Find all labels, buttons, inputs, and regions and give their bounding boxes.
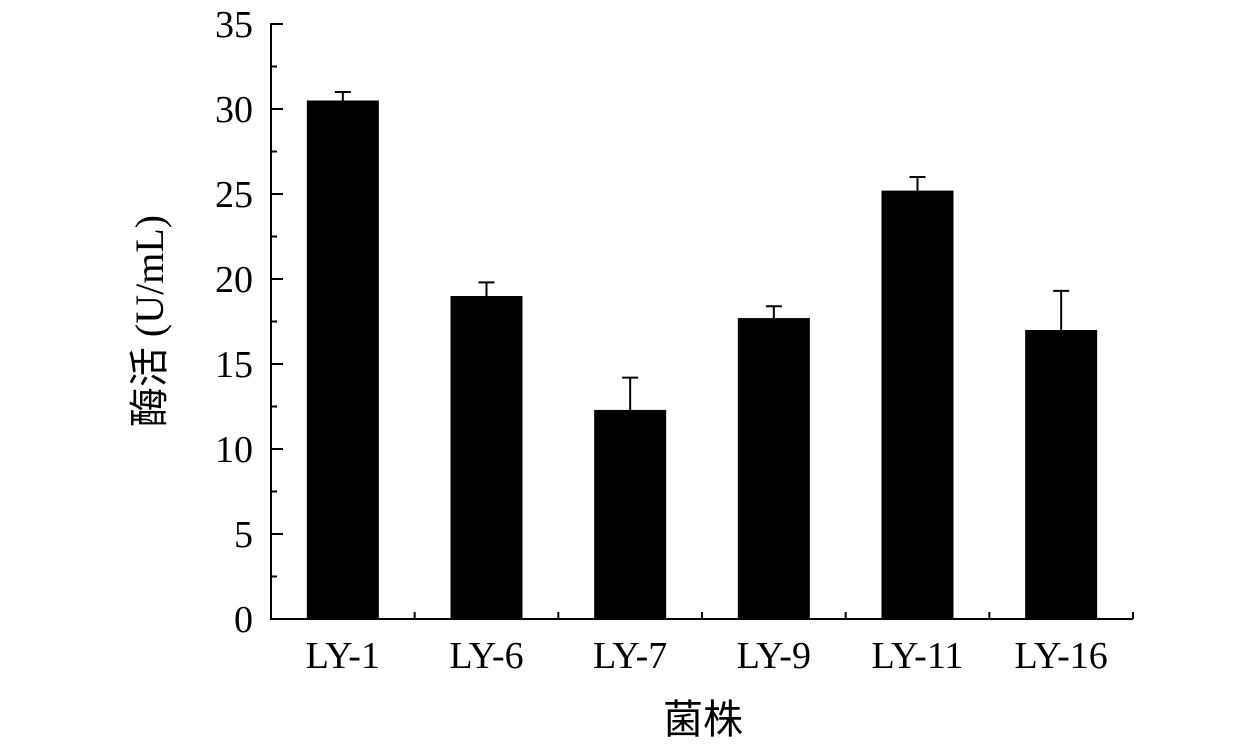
bar-ly-6 bbox=[450, 296, 523, 619]
y-tick-label-35: 35 bbox=[215, 4, 253, 46]
y-tick-label-15: 15 bbox=[215, 344, 253, 386]
y-tick-label-5: 5 bbox=[234, 514, 253, 556]
x-tick-label-ly-1: LY-1 bbox=[306, 635, 380, 677]
y-tick-label-30: 30 bbox=[215, 89, 253, 131]
bar-ly-16 bbox=[1025, 330, 1098, 619]
y-axis-title: 酶活 (U/mL) bbox=[127, 215, 172, 427]
bars-layer bbox=[306, 100, 1098, 619]
tick-labels-layer: LY-1 LY-6 LY-7 LY-9 LY-11 LY-16 0 5 10 15 20 25 30 35 bbox=[215, 4, 1108, 677]
y-tick-label-20: 20 bbox=[215, 259, 253, 301]
x-tick-label-ly-16: LY-16 bbox=[1015, 635, 1108, 677]
x-tick-label-ly-6: LY-6 bbox=[449, 635, 523, 677]
error-bars-layer bbox=[334, 91, 1070, 410]
x-tick-label-ly-7: LY-7 bbox=[593, 635, 667, 677]
x-tick-label-ly-9: LY-9 bbox=[737, 635, 811, 677]
y-tick-label-10: 10 bbox=[215, 429, 253, 471]
bar-ly-7 bbox=[594, 409, 667, 619]
x-axis-title: 菌株 bbox=[663, 697, 743, 742]
bar-ly-1 bbox=[306, 100, 379, 619]
y-tick-label-25: 25 bbox=[215, 174, 253, 216]
bar-ly-9 bbox=[737, 318, 810, 619]
axes-layer bbox=[270, 23, 1134, 620]
bar-ly-11 bbox=[881, 190, 954, 619]
x-tick-label-ly-11: LY-11 bbox=[872, 635, 964, 677]
y-tick-label-0: 0 bbox=[234, 599, 253, 641]
